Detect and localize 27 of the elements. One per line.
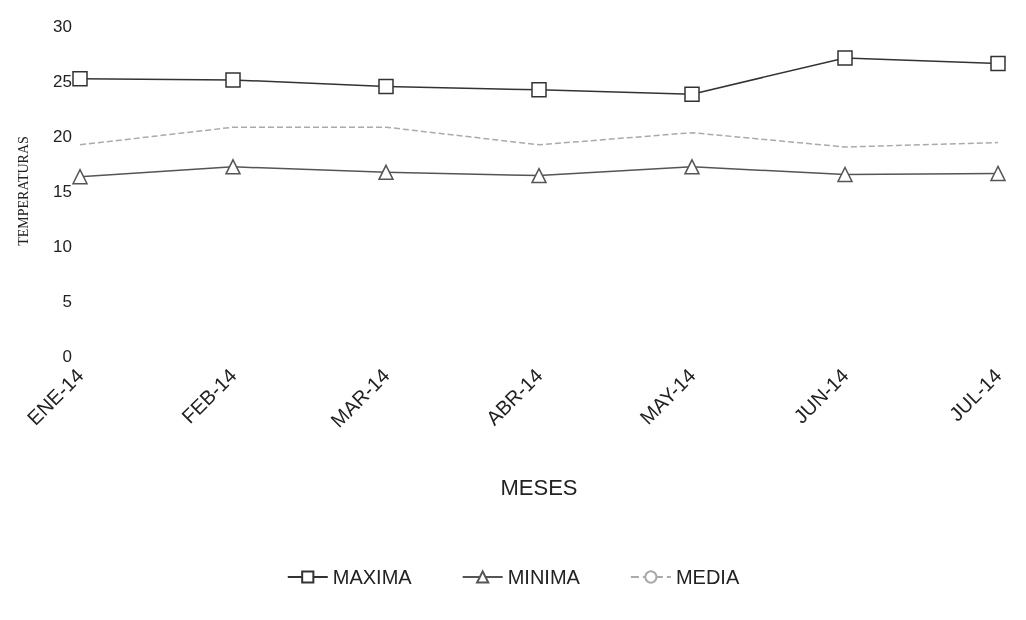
y-tick-label: 25 xyxy=(53,71,72,91)
y-tick-label: 15 xyxy=(53,181,72,201)
point xyxy=(378,164,394,181)
point xyxy=(684,86,700,102)
y-tick-label: 0 xyxy=(62,346,72,366)
x-axis-title: MESES xyxy=(500,474,578,500)
point xyxy=(837,166,853,183)
legend-label: MEDIA xyxy=(675,566,740,588)
legend-label: MINIMA xyxy=(507,566,581,588)
point xyxy=(531,82,547,98)
y-tick-label: 30 xyxy=(53,16,72,36)
point xyxy=(684,159,700,175)
legend-label: MAXIMA xyxy=(332,566,413,588)
line-series xyxy=(79,126,999,148)
point xyxy=(531,167,547,184)
y-tick-label: 20 xyxy=(53,126,72,146)
y-tick-label: 10 xyxy=(53,236,72,256)
point xyxy=(378,78,394,95)
point xyxy=(225,72,241,88)
y-axis-title: TEMPERATURAS xyxy=(15,136,31,246)
point xyxy=(225,159,241,175)
point xyxy=(990,165,1006,182)
point xyxy=(990,55,1006,72)
point xyxy=(837,50,853,66)
point xyxy=(72,71,88,87)
y-tick-label: 5 xyxy=(62,291,72,311)
point xyxy=(72,168,88,185)
